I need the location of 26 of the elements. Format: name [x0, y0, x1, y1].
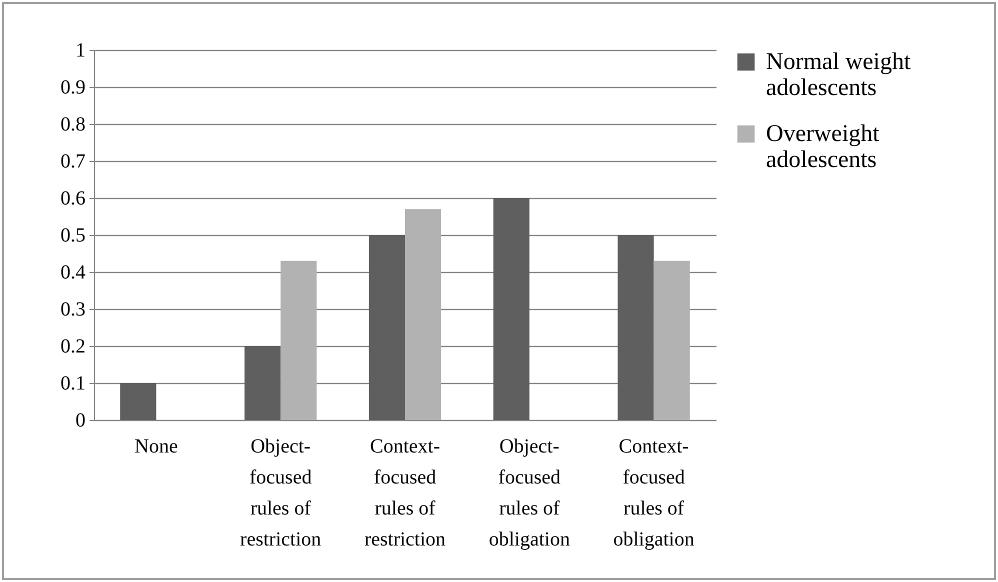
x-tick-label: Context-focused rules of restriction	[364, 436, 446, 550]
y-tick-label: 0.1	[60, 372, 86, 394]
bar	[244, 346, 281, 420]
x-tick-label: Context-focused rules of obligation	[613, 436, 694, 550]
bar	[280, 260, 317, 420]
legend-label: Normal weight adolescents	[766, 49, 911, 101]
bar	[368, 235, 405, 420]
bar	[493, 198, 530, 420]
y-tick-label: 0.6	[60, 188, 86, 210]
x-tick-label: Object-focused rules of obligation	[488, 436, 570, 550]
x-tick-label: Object-focused rules of restriction	[240, 436, 322, 550]
bar	[120, 383, 156, 420]
y-tick-label: 0.2	[60, 336, 86, 358]
y-tick-label: 0	[76, 410, 86, 432]
legend-label: Overweight adolescents	[766, 121, 880, 173]
y-tick-label: 1	[76, 40, 86, 62]
y-tick-label: 0.4	[60, 262, 86, 284]
y-tick-label: 0.3	[60, 298, 86, 320]
y-tick-label: 0.8	[60, 114, 86, 136]
x-tick-label: None	[134, 436, 178, 458]
bar	[405, 209, 442, 420]
y-tick-label: 0.5	[60, 224, 86, 246]
bar	[654, 260, 690, 420]
y-tick-label: 0.9	[60, 76, 86, 98]
bar	[618, 235, 654, 420]
y-tick-label: 0.7	[60, 150, 86, 172]
